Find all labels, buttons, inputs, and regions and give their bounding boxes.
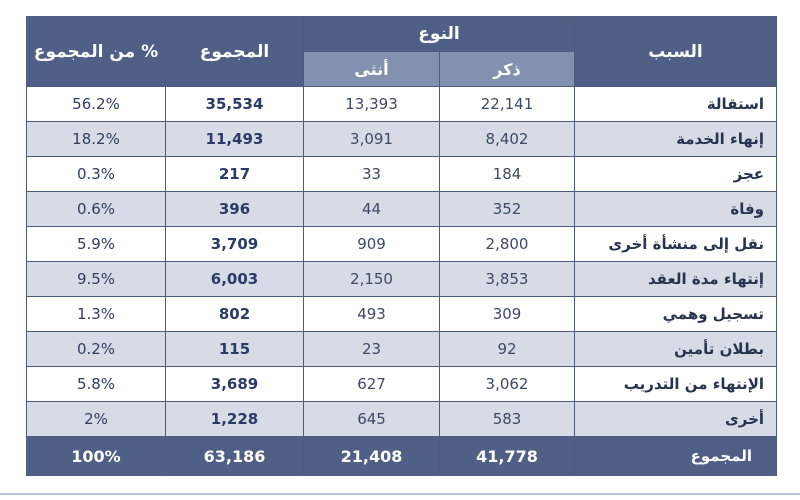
cell-total: 802 [165, 296, 304, 332]
table-row: الإنتهاء من التدريب 3,062 627 3,689 5.8% [26, 366, 778, 402]
table-row: بطلان تأمين 92 23 115 0.2% [26, 331, 778, 367]
footer-reason: المجموع [574, 436, 778, 476]
cell-total: 11,493 [165, 121, 304, 157]
cell-total: 3,709 [165, 226, 304, 262]
cell-female: 627 [302, 366, 441, 402]
cell-female: 645 [302, 401, 441, 437]
header-gender: النوع [302, 16, 576, 52]
cell-percent: 5.9% [26, 226, 166, 262]
cell-percent: 56.2% [26, 86, 166, 122]
table-row: نقل إلى منشأة أخرى 2,800 909 3,709 5.9% [26, 226, 778, 262]
table-row: عجز 184 33 217 0.3% [26, 156, 778, 192]
cell-percent: 5.8% [26, 366, 166, 402]
table-body: استقالة 22,141 13,393 35,534 56.2% إنهاء الخد… [26, 86, 778, 437]
table-header: السبب النوع المجموع % من المجموع ذكر أنث… [26, 16, 778, 87]
cell-percent: 2% [26, 401, 166, 437]
cell-female: 493 [302, 296, 441, 332]
header-total: المجموع [165, 16, 304, 87]
cell-male: 92 [439, 331, 576, 367]
table-footer: المجموع 41,778 21,408 63,186 100% [26, 436, 778, 476]
cell-female: 2,150 [302, 261, 441, 297]
footer-percent: 100% [26, 436, 166, 476]
cell-total: 6,003 [165, 261, 304, 297]
cell-female: 33 [302, 156, 441, 192]
cell-percent: 0.6% [26, 191, 166, 227]
header-female: أنثى [302, 51, 441, 87]
cell-male: 3,062 [439, 366, 576, 402]
cell-male: 352 [439, 191, 576, 227]
header-reason: السبب [574, 16, 778, 87]
cell-male: 2,800 [439, 226, 576, 262]
cell-female: 13,393 [302, 86, 441, 122]
cell-male: 184 [439, 156, 576, 192]
termination-reasons-table: السبب النوع المجموع % من المجموع ذكر أنث… [26, 16, 778, 476]
cell-total: 35,534 [165, 86, 304, 122]
cell-total: 217 [165, 156, 304, 192]
bottom-rule [0, 493, 800, 495]
cell-reason: استقالة [574, 86, 778, 122]
cell-male: 309 [439, 296, 576, 332]
cell-percent: 9.5% [26, 261, 166, 297]
cell-percent: 1.3% [26, 296, 166, 332]
cell-percent: 0.3% [26, 156, 166, 192]
cell-male: 3,853 [439, 261, 576, 297]
table-row: إنهاء الخدمة 8,402 3,091 11,493 18.2% [26, 121, 778, 157]
cell-total: 396 [165, 191, 304, 227]
header-male: ذكر [439, 51, 576, 87]
cell-reason: وفاة [574, 191, 778, 227]
cell-reason: تسجيل وهمي [574, 296, 778, 332]
footer-total: 63,186 [165, 436, 304, 476]
cell-total: 115 [165, 331, 304, 367]
cell-male: 8,402 [439, 121, 576, 157]
cell-reason: أخرى [574, 401, 778, 437]
cell-reason: نقل إلى منشأة أخرى [574, 226, 778, 262]
cell-male: 583 [439, 401, 576, 437]
cell-percent: 0.2% [26, 331, 166, 367]
cell-female: 23 [302, 331, 441, 367]
cell-percent: 18.2% [26, 121, 166, 157]
cell-reason: عجز [574, 156, 778, 192]
cell-total: 3,689 [165, 366, 304, 402]
cell-female: 3,091 [302, 121, 441, 157]
footer-female: 21,408 [302, 436, 441, 476]
header-percent: % من المجموع [26, 16, 166, 87]
footer-male: 41,778 [439, 436, 576, 476]
cell-female: 909 [302, 226, 441, 262]
table-row: وفاة 352 44 396 0.6% [26, 191, 778, 227]
table-row: إنتهاء مدة العقد 3,853 2,150 6,003 9.5% [26, 261, 778, 297]
cell-reason: بطلان تأمين [574, 331, 778, 367]
table-row: تسجيل وهمي 309 493 802 1.3% [26, 296, 778, 332]
table-row: أخرى 583 645 1,228 2% [26, 401, 778, 437]
cell-total: 1,228 [165, 401, 304, 437]
data-table-container: السبب النوع المجموع % من المجموع ذكر أنث… [26, 16, 778, 486]
cell-reason: الإنتهاء من التدريب [574, 366, 778, 402]
cell-male: 22,141 [439, 86, 576, 122]
cell-reason: إنتهاء مدة العقد [574, 261, 778, 297]
cell-female: 44 [302, 191, 441, 227]
table-row: استقالة 22,141 13,393 35,534 56.2% [26, 86, 778, 122]
cell-reason: إنهاء الخدمة [574, 121, 778, 157]
